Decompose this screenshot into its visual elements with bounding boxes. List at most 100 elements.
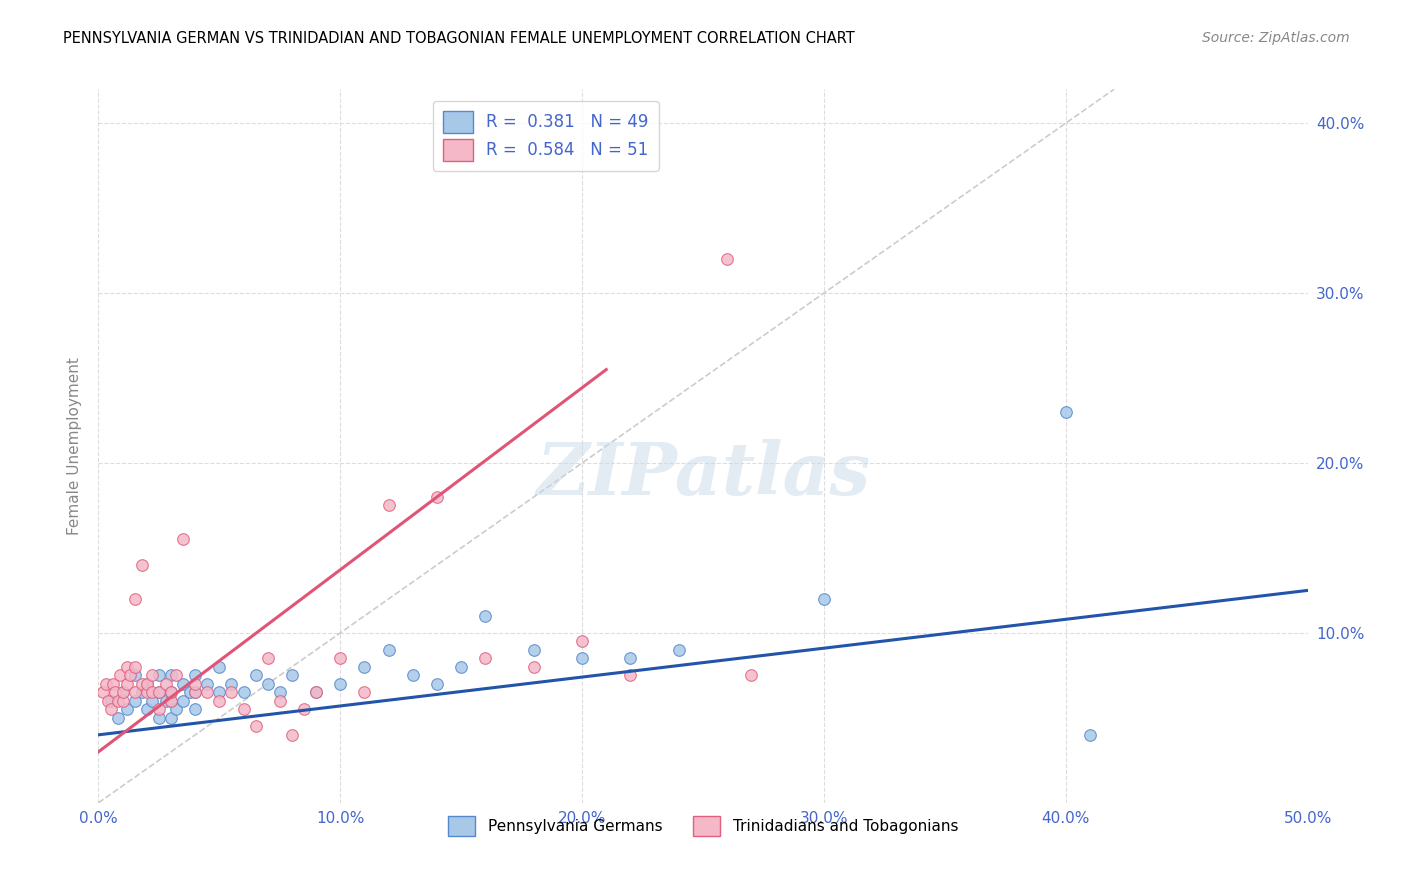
Point [135, 702, 157, 716]
Point [124, 660, 146, 674]
Point [135, 685, 157, 699]
Point [135, 677, 157, 691]
Point [141, 694, 163, 708]
Point [245, 719, 267, 733]
Point [329, 651, 352, 665]
Point [111, 685, 134, 699]
Point [100, 702, 122, 716]
Point [160, 685, 183, 699]
Point [184, 668, 207, 682]
Point [141, 685, 163, 699]
Point [523, 643, 546, 657]
Point [155, 694, 177, 708]
Point [94, 677, 117, 691]
Point [131, 685, 153, 699]
Point [141, 668, 163, 682]
Point [160, 668, 183, 682]
Point [195, 685, 218, 699]
Point [329, 677, 352, 691]
Point [100, 694, 122, 708]
Point [474, 608, 496, 623]
Point [353, 685, 375, 699]
Point [165, 668, 187, 682]
Point [523, 660, 546, 674]
Point [104, 685, 127, 699]
Text: Source: ZipAtlas.com: Source: ZipAtlas.com [1202, 31, 1350, 45]
Point [148, 685, 170, 699]
Point [281, 668, 304, 682]
Point [377, 643, 399, 657]
Point [377, 499, 399, 513]
Point [292, 702, 315, 716]
Legend: Pennsylvania Germans, Trinidadians and Tobagonians: Pennsylvania Germans, Trinidadians and T… [439, 807, 967, 845]
Point [111, 685, 134, 699]
Point [148, 702, 170, 716]
Point [155, 677, 177, 691]
Point [118, 668, 141, 682]
Point [91, 685, 114, 699]
Point [97, 694, 120, 708]
Point [117, 702, 139, 716]
Point [256, 677, 278, 691]
Point [124, 685, 146, 699]
Point [160, 694, 183, 708]
Point [131, 558, 153, 572]
Point [117, 677, 139, 691]
Point [353, 660, 375, 674]
Point [148, 685, 170, 699]
Point [305, 685, 328, 699]
Point [232, 702, 254, 716]
Point [184, 677, 207, 691]
Point [232, 685, 254, 699]
Point [184, 685, 207, 699]
Point [165, 702, 187, 716]
Point [571, 634, 593, 648]
Point [208, 694, 231, 708]
Point [184, 702, 207, 716]
Point [221, 677, 243, 691]
Point [160, 685, 183, 699]
Point [107, 711, 129, 725]
Point [269, 685, 291, 699]
Point [208, 685, 231, 699]
Point [208, 660, 231, 674]
Point [131, 677, 153, 691]
Point [221, 685, 243, 699]
Point [716, 252, 738, 266]
Point [135, 677, 157, 691]
Text: ZIPatlas: ZIPatlas [536, 439, 870, 510]
Point [619, 668, 641, 682]
Point [619, 651, 641, 665]
Point [172, 677, 194, 691]
Text: PENNSYLVANIA GERMAN VS TRINIDADIAN AND TOBAGONIAN FEMALE UNEMPLOYMENT CORRELATIO: PENNSYLVANIA GERMAN VS TRINIDADIAN AND T… [63, 31, 855, 46]
Point [160, 711, 183, 725]
Point [426, 677, 449, 691]
Point [148, 668, 170, 682]
Point [245, 668, 267, 682]
Point [195, 677, 218, 691]
Point [256, 651, 278, 665]
Point [124, 668, 146, 682]
Point [179, 685, 201, 699]
Point [107, 694, 129, 708]
Point [740, 668, 762, 682]
Point [813, 591, 835, 606]
Point [1054, 405, 1077, 419]
Point [426, 490, 449, 504]
Point [101, 677, 124, 691]
Point [1078, 728, 1101, 742]
Point [450, 660, 472, 674]
Point [668, 643, 690, 657]
Point [108, 668, 131, 682]
Point [124, 694, 146, 708]
Point [305, 685, 328, 699]
Point [184, 685, 207, 699]
Point [124, 591, 146, 606]
Point [172, 533, 194, 547]
Point [474, 651, 496, 665]
Point [281, 728, 304, 742]
Point [571, 651, 593, 665]
Y-axis label: Female Unemployment: Female Unemployment [67, 357, 83, 535]
Point [402, 668, 425, 682]
Point [148, 711, 170, 725]
